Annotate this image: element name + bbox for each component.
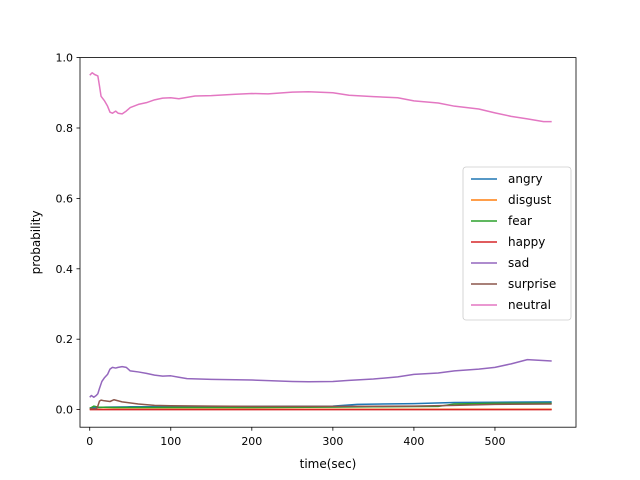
y-ticks: 0.0 0.2 0.4 0.6 0.8 1.0	[56, 52, 80, 417]
series-line-sad	[89, 358, 552, 399]
x-axis-label: time(sec)	[300, 457, 357, 471]
legend-label-surprise: surprise	[508, 277, 556, 291]
series-line-surprise	[89, 398, 552, 410]
y-tick-label: 0.8	[56, 122, 74, 135]
legend-label-sad: sad	[508, 256, 529, 270]
y-tick-label: 0.2	[56, 333, 74, 346]
x-tick-label: 100	[160, 435, 181, 448]
legend-label-neutral: neutral	[508, 298, 551, 312]
series-lines	[89, 71, 552, 411]
x-ticks: 0 100 200 300 400 500	[86, 427, 505, 448]
y-axis-label: probability	[29, 210, 43, 274]
series-line-neutral	[89, 71, 552, 123]
y-tick-label: 1.0	[56, 52, 74, 65]
legend-label-angry: angry	[508, 172, 543, 186]
x-tick-label: 500	[484, 435, 505, 448]
legend-label-disgust: disgust	[508, 193, 552, 207]
legend-label-fear: fear	[508, 214, 532, 228]
x-tick-label: 0	[86, 435, 93, 448]
legend-box	[462, 166, 572, 321]
x-tick-label: 400	[403, 435, 424, 448]
plot-frame	[79, 57, 577, 428]
legend-label-happy: happy	[508, 235, 545, 249]
legend: angry disgust fear happy sad surprise neutral	[462, 166, 572, 321]
y-tick-label: 0.6	[56, 192, 74, 205]
x-tick-label: 200	[241, 435, 262, 448]
x-tick-label: 300	[322, 435, 343, 448]
y-tick-label: 0.0	[56, 404, 74, 417]
y-tick-label: 0.4	[56, 263, 74, 276]
